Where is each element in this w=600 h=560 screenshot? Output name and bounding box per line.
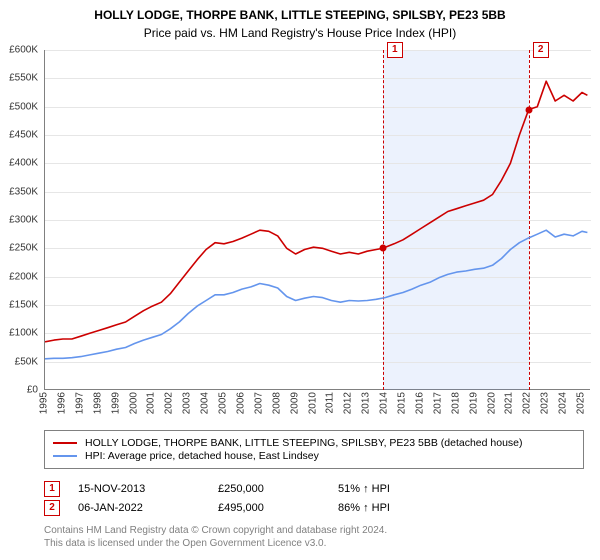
y-tick-label: £300K xyxy=(0,215,38,226)
legend-item: HPI: Average price, detached house, East… xyxy=(53,450,575,462)
x-tick-label: 2009 xyxy=(289,392,300,414)
event-date: 06-JAN-2022 xyxy=(78,502,218,514)
event-date: 15-NOV-2013 xyxy=(78,483,218,495)
x-tick-label: 1997 xyxy=(74,392,85,414)
x-tick-label: 2014 xyxy=(379,392,390,414)
x-tick-label: 2010 xyxy=(307,392,318,414)
chart-title-line2: Price paid vs. HM Land Registry's House … xyxy=(0,26,600,40)
x-tick-label: 2023 xyxy=(540,392,551,414)
event-pct: 51% ↑ HPI xyxy=(338,483,390,495)
plot-region: 12 xyxy=(44,50,590,390)
y-tick-label: £500K xyxy=(0,101,38,112)
x-tick-label: 2011 xyxy=(325,392,336,414)
legend-box: HOLLY LODGE, THORPE BANK, LITTLE STEEPIN… xyxy=(44,430,584,469)
legend-item: HOLLY LODGE, THORPE BANK, LITTLE STEEPIN… xyxy=(53,437,575,449)
event-row: 1 15-NOV-2013£250,00051% ↑ HPI xyxy=(44,481,584,497)
y-tick-label: £400K xyxy=(0,158,38,169)
x-tick-label: 2025 xyxy=(576,392,587,414)
y-tick-label: £100K xyxy=(0,328,38,339)
marker-box: 1 xyxy=(387,42,403,58)
x-tick-label: 1999 xyxy=(110,392,121,414)
event-marker-box: 1 xyxy=(44,481,60,497)
event-price: £250,000 xyxy=(218,483,338,495)
x-tick-label: 2005 xyxy=(218,392,229,414)
y-tick-label: £350K xyxy=(0,186,38,197)
x-tick-label: 2019 xyxy=(468,392,479,414)
x-tick-label: 2021 xyxy=(504,392,515,414)
event-annotations: 1 15-NOV-2013£250,00051% ↑ HPI 2 06-JAN-202… xyxy=(44,478,584,519)
x-tick-label: 2003 xyxy=(182,392,193,414)
y-tick-label: £200K xyxy=(0,271,38,282)
license-line2: This data is licensed under the Open Gov… xyxy=(44,538,584,551)
marker-dot xyxy=(379,245,386,252)
chart-title-line1: HOLLY LODGE, THORPE BANK, LITTLE STEEPIN… xyxy=(0,8,600,22)
legend-label: HOLLY LODGE, THORPE BANK, LITTLE STEEPIN… xyxy=(85,437,523,449)
x-tick-label: 2000 xyxy=(128,392,139,414)
x-tick-label: 2006 xyxy=(235,392,246,414)
event-marker-box: 2 xyxy=(44,500,60,516)
chart-container: HOLLY LODGE, THORPE BANK, LITTLE STEEPIN… xyxy=(0,0,600,560)
x-tick-label: 2012 xyxy=(343,392,354,414)
y-tick-label: £600K xyxy=(0,45,38,56)
series-line xyxy=(45,81,587,342)
event-price: £495,000 xyxy=(218,502,338,514)
legend-swatch xyxy=(53,455,77,457)
y-tick-label: £0 xyxy=(0,385,38,396)
x-tick-label: 2022 xyxy=(522,392,533,414)
event-row: 2 06-JAN-2022£495,00086% ↑ HPI xyxy=(44,500,584,516)
x-tick-label: 2024 xyxy=(558,392,569,414)
y-tick-label: £550K xyxy=(0,73,38,84)
series-line xyxy=(45,230,587,359)
legend-label: HPI: Average price, detached house, East… xyxy=(85,450,319,462)
marker-box: 2 xyxy=(533,42,549,58)
x-tick-label: 1998 xyxy=(92,392,103,414)
chart-area: 12 £0£50K£100K£150K£200K£250K£300K£350K£… xyxy=(44,50,590,420)
x-tick-label: 1996 xyxy=(56,392,67,414)
y-tick-label: £450K xyxy=(0,130,38,141)
x-tick-label: 2020 xyxy=(486,392,497,414)
x-tick-label: 2016 xyxy=(414,392,425,414)
license-line1: Contains HM Land Registry data © Crown c… xyxy=(44,525,584,538)
x-tick-label: 2004 xyxy=(200,392,211,414)
x-tick-label: 2013 xyxy=(361,392,372,414)
x-tick-label: 2015 xyxy=(397,392,408,414)
x-tick-label: 2007 xyxy=(253,392,264,414)
x-tick-label: 2002 xyxy=(164,392,175,414)
line-series-svg xyxy=(45,50,591,390)
event-pct: 86% ↑ HPI xyxy=(338,502,390,514)
x-tick-label: 2008 xyxy=(271,392,282,414)
y-tick-label: £250K xyxy=(0,243,38,254)
y-tick-label: £150K xyxy=(0,300,38,311)
x-tick-label: 1995 xyxy=(39,392,50,414)
x-tick-label: 2001 xyxy=(146,392,157,414)
marker-dot xyxy=(525,106,532,113)
x-tick-label: 2017 xyxy=(432,392,443,414)
y-tick-label: £50K xyxy=(0,356,38,367)
x-tick-label: 2018 xyxy=(450,392,461,414)
legend-swatch xyxy=(53,442,77,444)
license-text: Contains HM Land Registry data © Crown c… xyxy=(44,525,584,550)
